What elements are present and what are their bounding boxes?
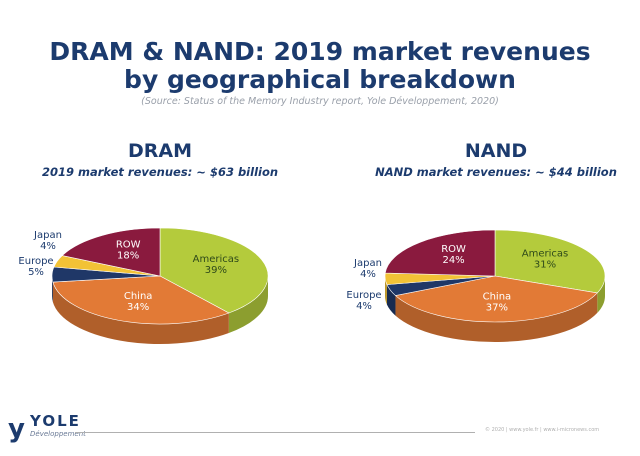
slide-title-line1: DRAM & NAND: 2019 market revenues	[49, 37, 591, 66]
dram-label-americas: Americas	[193, 254, 239, 265]
nand-slice-china	[394, 275, 598, 323]
dram-label-row: ROW	[116, 240, 141, 251]
nand-value-americas: 31%	[534, 259, 556, 270]
footer-text: © 2020 | www.yole.fr | www.i-micronews.c…	[485, 427, 600, 433]
nand-value-europe: 4%	[356, 301, 372, 312]
nand-label-china: China	[483, 292, 512, 303]
nand-value-china: 37%	[486, 303, 508, 314]
dram-slice-china	[52, 275, 230, 325]
nand-slice-side-europe	[386, 284, 396, 316]
dram-value-china: 34%	[127, 302, 149, 313]
nand-chart-title: NAND	[464, 140, 528, 162]
nand-label-japan: Japan	[353, 258, 382, 269]
nand-value-japan: 4%	[360, 269, 376, 280]
source-note: (Source: Status of the Memory Industry r…	[141, 96, 499, 107]
dram-chart-title: DRAM	[127, 140, 192, 162]
dram-value-japan: 4%	[40, 241, 56, 252]
nand-chart-subtitle: NAND market revenues: ~ $44 billion	[375, 165, 617, 179]
dram-label-europe: Europe	[18, 256, 53, 267]
dram-value-row: 18%	[117, 251, 139, 262]
nand-label-americas: Americas	[522, 248, 568, 259]
dram-chart-subtitle: 2019 market revenues: ~ $63 billion	[41, 165, 279, 179]
dram-slice-side-americas	[228, 276, 268, 333]
nand-label-row: ROW	[441, 244, 466, 255]
dram-value-europe: 5%	[28, 267, 44, 278]
dram-slice-americas	[159, 227, 269, 314]
nand-label-europe: Europe	[346, 290, 381, 301]
dram-label-japan: Japan	[33, 230, 62, 241]
dram-slice-row	[61, 227, 161, 277]
nand-value-row: 24%	[442, 255, 464, 266]
slide-title-line2: by geographical breakdown	[124, 65, 516, 94]
footer-divider	[75, 432, 475, 433]
dram-value-americas: 39%	[205, 265, 227, 276]
dram-label-china: China	[124, 291, 153, 302]
nand-slice-side-japan	[385, 276, 387, 305]
nand-slice-americas	[494, 229, 606, 294]
dram-slice-side-china	[52, 282, 229, 345]
dram-slice-side-europe	[52, 276, 53, 303]
nand-slice-row	[384, 229, 496, 277]
nand-slice-side-china	[395, 292, 598, 342]
